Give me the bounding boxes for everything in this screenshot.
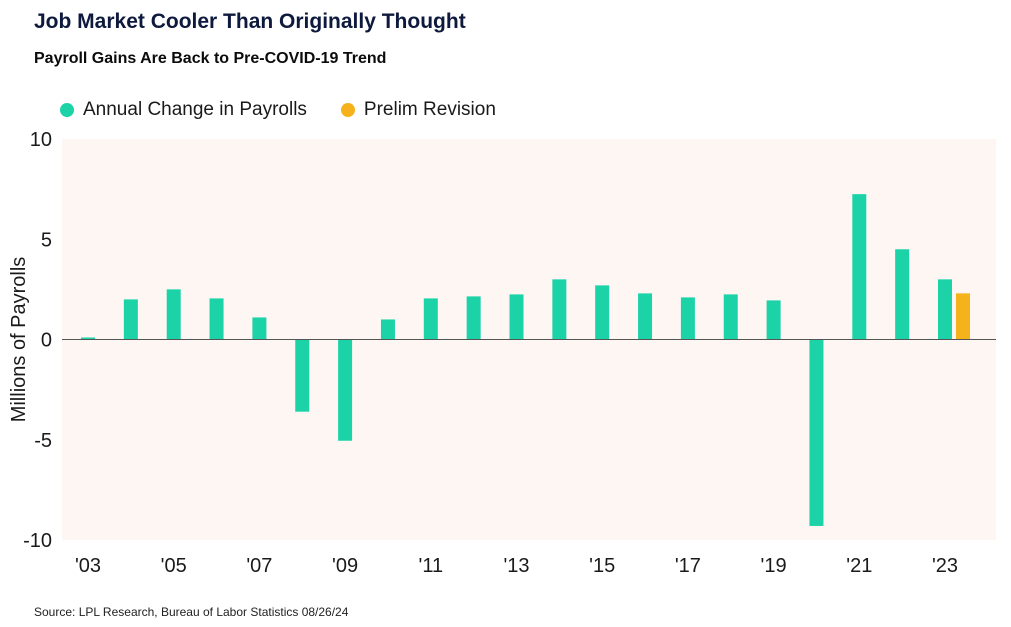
y-tick-label: -5 <box>34 430 52 452</box>
bar-payrolls-2015 <box>595 285 610 340</box>
bar-payrolls-2005 <box>166 289 181 340</box>
y-tick-label: 0 <box>41 330 52 352</box>
y-axis-label: Millions of Payrolls <box>8 257 30 423</box>
x-tick-label: '13 <box>503 555 529 577</box>
legend-label-prelim: Prelim Revision <box>363 99 496 120</box>
x-tick-label: '15 <box>589 555 615 577</box>
bar-payrolls-2008 <box>295 339 310 412</box>
x-tick-label: '21 <box>846 555 872 577</box>
bar-payrolls-2023 <box>938 279 952 340</box>
bar-payrolls-2021 <box>852 194 867 340</box>
legend-label-payrolls: Annual Change in Payrolls <box>83 99 307 120</box>
legend-dot-icon-payrolls <box>60 103 74 117</box>
bar-payrolls-2018 <box>723 294 738 340</box>
chart-subtitle: Payroll Gains Are Back to Pre-COVID-19 T… <box>34 50 387 67</box>
legend-item-payrolls: Annual Change in Payrolls <box>60 99 307 121</box>
bar-payrolls-2016 <box>638 293 653 340</box>
legend: Annual Change in Payrolls Prelim Revisio… <box>60 99 530 121</box>
x-tick-label: '09 <box>332 555 358 577</box>
bar-payrolls-2007 <box>252 317 267 340</box>
y-tick-label: -10 <box>23 530 52 552</box>
bar-payrolls-2006 <box>209 298 224 340</box>
bar-payrolls-2013 <box>509 294 524 340</box>
y-tick-label: 5 <box>41 229 52 251</box>
legend-dot-icon-prelim <box>340 103 355 117</box>
bar-payrolls-2011 <box>423 298 438 340</box>
x-tick-label: '03 <box>75 555 101 577</box>
bar-payrolls-2020 <box>809 339 824 526</box>
x-tick-label: '11 <box>419 555 444 577</box>
bar-payrolls-2010 <box>380 319 395 340</box>
source-note: Source: LPL Research, Bureau of Labor St… <box>34 605 349 619</box>
x-tick-label: '07 <box>246 555 272 577</box>
bar-payrolls-2004 <box>123 299 138 340</box>
bar-payrolls-2019 <box>766 300 781 340</box>
x-tick-label: '05 <box>161 555 187 577</box>
x-tick-label: '19 <box>761 555 787 577</box>
bar-payrolls-2003 <box>81 337 95 340</box>
x-tick-label: '23 <box>932 555 958 577</box>
x-tick-label: '17 <box>675 555 701 577</box>
legend-item-prelim: Prelim Revision <box>340 99 496 121</box>
bar-payrolls-2009 <box>338 339 353 441</box>
y-tick-label: 10 <box>30 129 52 151</box>
bar-payrolls-2017 <box>680 297 695 340</box>
bar-payrolls-2022 <box>895 249 910 340</box>
bar-payrolls-2012 <box>466 296 481 340</box>
bar-prelim-2023 <box>956 293 970 340</box>
bar-payrolls-2014 <box>552 279 567 340</box>
chart-title: Job Market Cooler Than Originally Though… <box>34 10 466 33</box>
